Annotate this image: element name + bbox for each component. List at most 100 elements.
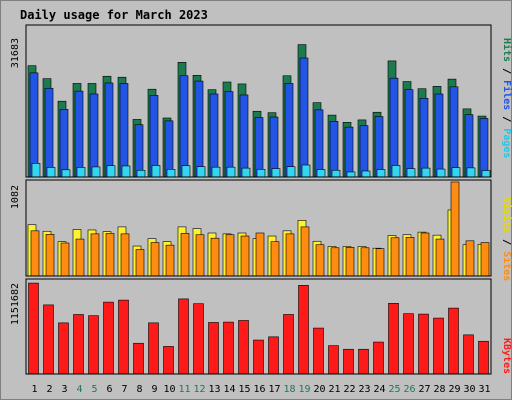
day-label: 19 xyxy=(298,384,310,395)
visits-panel-max-label: 1082 xyxy=(10,185,21,209)
day-label: 30 xyxy=(463,384,475,395)
pages-bar xyxy=(301,164,311,178)
pages-bar xyxy=(331,169,341,178)
day-label: 29 xyxy=(448,384,460,395)
sites-bar xyxy=(195,234,205,277)
sites-bar xyxy=(45,234,55,277)
sites-bar xyxy=(75,238,85,277)
day-label: 24 xyxy=(373,384,385,395)
files-bar xyxy=(149,95,159,178)
pages-bar xyxy=(316,169,326,178)
day-label: 20 xyxy=(313,384,325,395)
sites-bar xyxy=(405,237,415,277)
day-label: 26 xyxy=(403,384,415,395)
sites-bar xyxy=(420,232,430,277)
sites-bar xyxy=(315,244,325,277)
files-bar xyxy=(449,86,459,178)
pages-bar xyxy=(226,166,236,178)
files-bar xyxy=(89,93,99,178)
day-label: 1 xyxy=(31,384,37,395)
day-label: 2 xyxy=(46,384,52,395)
sites-bar xyxy=(345,247,355,277)
day-label: 15 xyxy=(238,384,250,395)
sites-bar xyxy=(90,233,100,277)
sites-bar xyxy=(165,244,175,277)
kbytes-bar xyxy=(133,342,144,375)
kbytes-bar xyxy=(208,322,219,375)
pages-bar xyxy=(91,166,101,178)
pages-bar xyxy=(46,167,56,178)
kbytes-bar xyxy=(28,282,39,375)
top-legend: Hits / Files / Pages xyxy=(501,38,512,158)
sites-bar xyxy=(240,235,250,277)
sites-bar xyxy=(180,233,190,277)
kbytes-bar xyxy=(373,341,384,375)
pages-bar xyxy=(121,165,131,178)
kbytes-panel-max-label: 1151682 xyxy=(10,283,21,325)
visits-panel-frame xyxy=(25,179,492,277)
kbytes-bar xyxy=(43,304,54,375)
legend-hits: Hits xyxy=(501,38,512,62)
legend-separator: / xyxy=(501,110,512,128)
day-label: 31 xyxy=(478,384,490,395)
pages-bar xyxy=(151,165,161,178)
kbytes-bar xyxy=(313,327,324,375)
sites-bar xyxy=(450,181,460,277)
day-label: 25 xyxy=(388,384,400,395)
day-label: 8 xyxy=(136,384,142,395)
mid-legend: Visits / Sites xyxy=(501,197,512,281)
kbytes-bar xyxy=(388,302,399,375)
files-bar xyxy=(299,57,309,178)
day-label: 12 xyxy=(193,384,205,395)
hits-panel-max-label: 31683 xyxy=(10,38,21,68)
files-bar xyxy=(74,90,84,178)
files-bar xyxy=(179,75,189,178)
legend-separator: / xyxy=(501,62,512,80)
kbytes-bar xyxy=(178,298,189,375)
files-bar xyxy=(479,118,489,178)
sites-bar xyxy=(390,237,400,277)
day-label: 11 xyxy=(178,384,190,395)
pages-bar xyxy=(421,167,431,178)
day-label: 23 xyxy=(358,384,370,395)
pages-bar xyxy=(31,163,41,178)
pages-bar xyxy=(451,167,461,178)
files-bar xyxy=(209,93,219,178)
kbytes-bar xyxy=(268,336,279,375)
files-bar xyxy=(314,109,324,178)
pages-bar xyxy=(481,170,491,178)
sites-bar xyxy=(285,233,295,277)
files-bar xyxy=(389,77,399,178)
chart-title: Daily usage for March 2023 xyxy=(20,8,208,22)
files-bar xyxy=(44,87,54,178)
files-bar xyxy=(359,125,369,178)
sites-bar xyxy=(360,247,370,277)
kbytes-bar xyxy=(418,313,429,375)
hits-files-pages-panel xyxy=(25,24,492,178)
legend-kbytes: KBytes xyxy=(501,338,512,374)
kbytes-bar xyxy=(358,348,369,375)
files-bar xyxy=(119,83,129,178)
kbytes-bar xyxy=(343,348,354,375)
pages-bar xyxy=(406,168,416,178)
day-label: 17 xyxy=(268,384,280,395)
sites-bar xyxy=(30,230,40,277)
sites-bar xyxy=(375,248,385,277)
files-bar xyxy=(134,124,144,178)
hits-panel-frame xyxy=(25,24,492,178)
kbytes-bar xyxy=(118,299,129,375)
kbytes-bar xyxy=(223,321,234,375)
legend-visits: Visits xyxy=(501,197,512,233)
sites-bar xyxy=(210,237,220,277)
pages-bar xyxy=(391,165,401,178)
kbytes-bar xyxy=(73,314,84,375)
sites-bar xyxy=(150,242,160,277)
kbytes-bar xyxy=(238,320,249,375)
kbytes-bar xyxy=(328,345,339,375)
pages-bar xyxy=(271,168,281,178)
kbytes-bar xyxy=(103,301,114,375)
kbytes-bar xyxy=(253,339,264,375)
pages-bar xyxy=(286,166,296,178)
day-label: 18 xyxy=(283,384,295,395)
kbytes-bar xyxy=(163,346,174,375)
